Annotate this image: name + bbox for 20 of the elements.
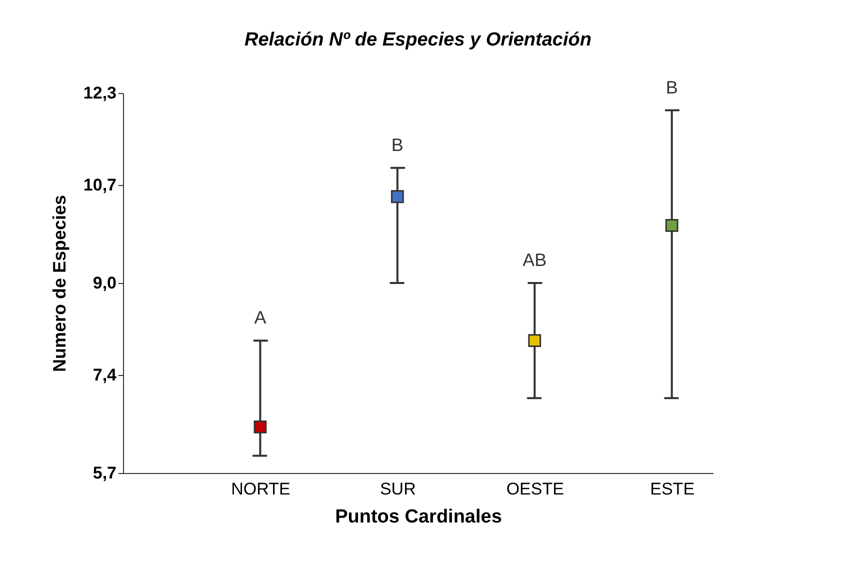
y-tick-label: 5,7 <box>92 464 116 482</box>
point <box>390 190 404 204</box>
x-axis-title: Puntos Cardinales <box>335 506 502 528</box>
x-tick-label: ESTE <box>650 480 695 498</box>
y-tick-label: 9,0 <box>92 274 116 292</box>
annotation: A <box>254 308 266 328</box>
annotation: B <box>666 77 678 98</box>
point <box>528 334 542 348</box>
x-tick-label: OESTE <box>506 480 564 498</box>
x-tick-label: NORTE <box>231 480 290 498</box>
point <box>665 218 678 232</box>
annotation: AB <box>522 250 547 270</box>
chart-title: Relación Nº de Especies y Orientación <box>244 29 592 50</box>
y-axis-title: Numero de Especies <box>49 194 70 372</box>
x-tick-label: SUR <box>380 480 416 498</box>
y-tick-label: 7,4 <box>92 366 118 385</box>
point <box>254 420 267 434</box>
y-tick-label: 12,3 <box>83 84 116 102</box>
annotation: B <box>391 134 404 155</box>
y-tick-label: 10,7 <box>83 176 116 195</box>
